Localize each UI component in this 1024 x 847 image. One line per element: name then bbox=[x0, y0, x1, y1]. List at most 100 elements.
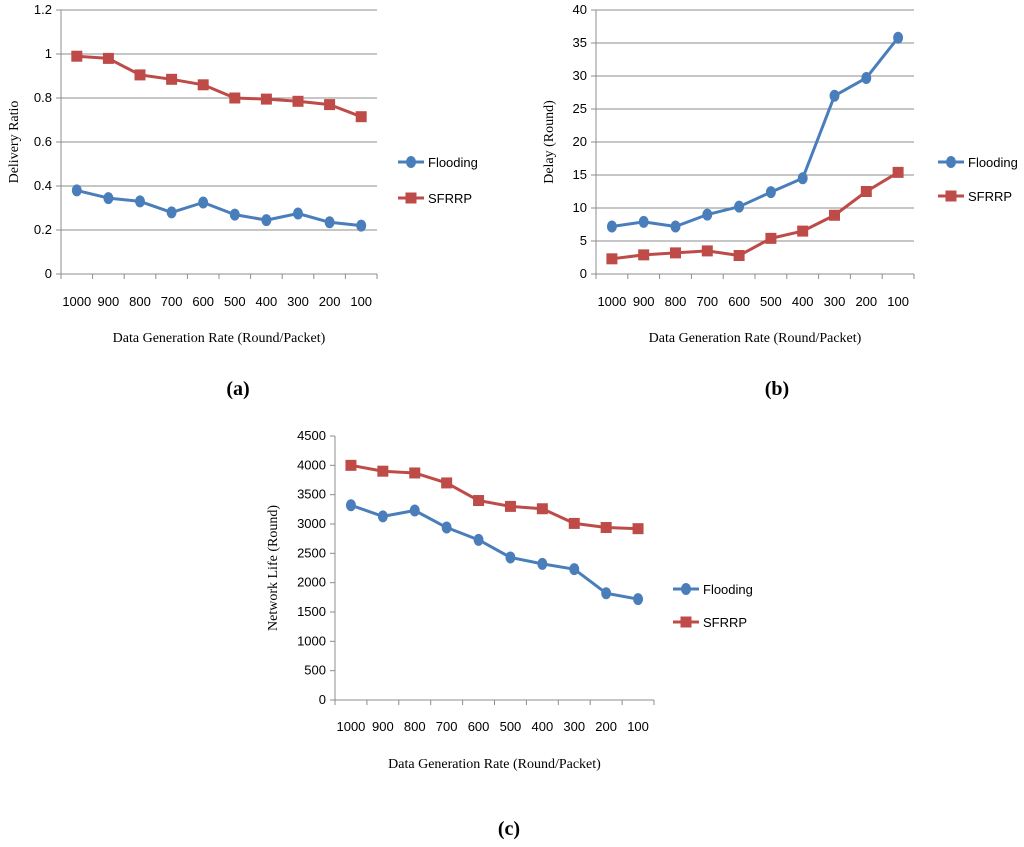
legend-marker bbox=[680, 616, 692, 628]
y-tick-label: 0.4 bbox=[34, 178, 52, 193]
y-tick-label: 5 bbox=[580, 233, 587, 248]
y-tick-label: 0 bbox=[319, 692, 326, 707]
x-tick-label: 400 bbox=[792, 294, 814, 309]
data-point-flooding bbox=[601, 587, 612, 600]
y-tick-label: 1.2 bbox=[34, 2, 52, 17]
data-point-flooding bbox=[135, 195, 145, 208]
y-tick-label: 4000 bbox=[297, 457, 326, 472]
data-point-flooding bbox=[103, 192, 114, 205]
y-tick-label: 30 bbox=[573, 68, 587, 83]
chart-network-life: 0 500 1000 1500 2000 2500 3000 3500 4000 4500 1000… bbox=[266, 428, 753, 840]
legend-label: SFRRP bbox=[703, 615, 747, 630]
y-tick-label: 40 bbox=[573, 2, 587, 17]
x-tick-label: 100 bbox=[350, 294, 372, 309]
data-point-flooding bbox=[537, 557, 548, 570]
legend-label: SFRRP bbox=[968, 189, 1012, 204]
x-axis-title: Data Generation Rate (Round/Packet) bbox=[388, 757, 601, 772]
data-point-sfrrp bbox=[632, 523, 644, 535]
x-tick-label: 500 bbox=[500, 719, 522, 734]
chart-delivery-ratio: 0 0.2 0.4 0.6 0.8 1 1.2 1000 900 800 700 600 500 400 3… bbox=[7, 2, 478, 400]
x-tick-label: 300 bbox=[287, 294, 309, 309]
data-point-flooding bbox=[702, 208, 713, 221]
legend-item-sfrrp: SFRRP bbox=[398, 191, 472, 206]
y-tick-label: 500 bbox=[304, 663, 326, 678]
data-point-flooding bbox=[345, 499, 356, 512]
x-tick-label: 600 bbox=[468, 719, 490, 734]
x-tick-label: 900 bbox=[98, 294, 120, 309]
data-point-flooding bbox=[633, 593, 644, 606]
y-axis-title: Network Life (Round) bbox=[266, 505, 281, 631]
legend-label: Flooding bbox=[968, 155, 1018, 170]
legend-marker bbox=[405, 192, 417, 204]
x-tick-label: 700 bbox=[161, 294, 183, 309]
data-point-sfrrp bbox=[441, 477, 453, 489]
y-tick-label: 1 bbox=[45, 46, 52, 61]
x-axis-title: Data Generation Rate (Round/Packet) bbox=[113, 331, 326, 346]
data-point-sfrrp bbox=[765, 232, 777, 244]
x-tick-label: 500 bbox=[760, 294, 782, 309]
y-tick-label: 15 bbox=[573, 167, 587, 182]
data-point-flooding bbox=[261, 214, 272, 227]
x-tick-label: 100 bbox=[627, 719, 649, 734]
data-point-sfrrp bbox=[504, 500, 516, 512]
y-tick-label: 0.2 bbox=[34, 222, 52, 237]
data-point-flooding bbox=[569, 563, 580, 576]
y-axis-title: Delivery Ratio bbox=[7, 101, 22, 184]
legend-item-flooding: Flooding bbox=[398, 155, 478, 170]
x-tick-label: 800 bbox=[665, 294, 687, 309]
data-point-flooding bbox=[71, 184, 82, 197]
y-tick-label: 3500 bbox=[297, 487, 326, 502]
x-tick-label: 200 bbox=[595, 719, 617, 734]
data-point-sfrrp bbox=[409, 467, 421, 479]
y-tick-label: 4500 bbox=[297, 428, 326, 443]
chart-delay: 0 5 10 15 20 25 30 35 40 1000 900 800 700 600 500 400 30… bbox=[542, 2, 1018, 400]
y-tick-label: 3000 bbox=[297, 516, 326, 531]
data-point-flooding bbox=[473, 533, 484, 546]
legend-marker bbox=[406, 156, 416, 168]
x-tick-label: 600 bbox=[192, 294, 214, 309]
data-point-sfrrp bbox=[606, 253, 618, 265]
data-point-sfrrp bbox=[292, 95, 304, 107]
x-tick-label: 800 bbox=[129, 294, 151, 309]
data-point-flooding bbox=[166, 206, 177, 219]
data-point-sfrrp bbox=[701, 245, 713, 257]
data-point-sfrrp bbox=[473, 495, 485, 507]
data-point-sfrrp bbox=[892, 166, 904, 178]
data-point-sfrrp bbox=[568, 517, 580, 529]
data-point-sfrrp bbox=[134, 69, 146, 81]
data-point-flooding bbox=[765, 186, 776, 199]
x-tick-label: 800 bbox=[404, 719, 426, 734]
legend-item-flooding: Flooding bbox=[938, 155, 1018, 170]
x-tick-label: 200 bbox=[319, 294, 341, 309]
figure-caption: (a) bbox=[226, 378, 249, 400]
figure-caption: (c) bbox=[498, 818, 520, 840]
data-point-flooding bbox=[356, 219, 367, 232]
data-point-sfrrp bbox=[733, 250, 745, 262]
data-point-flooding bbox=[441, 521, 452, 534]
y-tick-label: 20 bbox=[573, 134, 587, 149]
x-tick-label: 200 bbox=[855, 294, 877, 309]
data-point-flooding bbox=[198, 196, 209, 209]
x-tick-label: 700 bbox=[436, 719, 458, 734]
series-line-flooding bbox=[76, 188, 362, 228]
data-point-sfrrp bbox=[71, 50, 83, 62]
y-tick-label: 1500 bbox=[297, 604, 326, 619]
data-point-sfrrp bbox=[600, 522, 612, 534]
series-line-sfrrp bbox=[76, 54, 362, 119]
y-tick-label: 35 bbox=[573, 35, 587, 50]
figure-caption: (b) bbox=[765, 378, 789, 400]
data-point-sfrrp bbox=[345, 459, 357, 471]
legend-label: Flooding bbox=[428, 155, 478, 170]
x-tick-label: 1000 bbox=[62, 294, 91, 309]
y-tick-label: 25 bbox=[573, 101, 587, 116]
data-point-sfrrp bbox=[829, 209, 840, 221]
data-point-sfrrp bbox=[166, 73, 178, 85]
x-tick-label: 100 bbox=[887, 294, 909, 309]
y-tick-label: 1000 bbox=[297, 633, 326, 648]
x-tick-label: 1000 bbox=[336, 719, 365, 734]
legend-marker bbox=[945, 190, 957, 202]
data-point-sfrrp bbox=[377, 465, 389, 477]
data-point-sfrrp bbox=[197, 79, 209, 91]
series-line-flooding bbox=[611, 36, 900, 228]
